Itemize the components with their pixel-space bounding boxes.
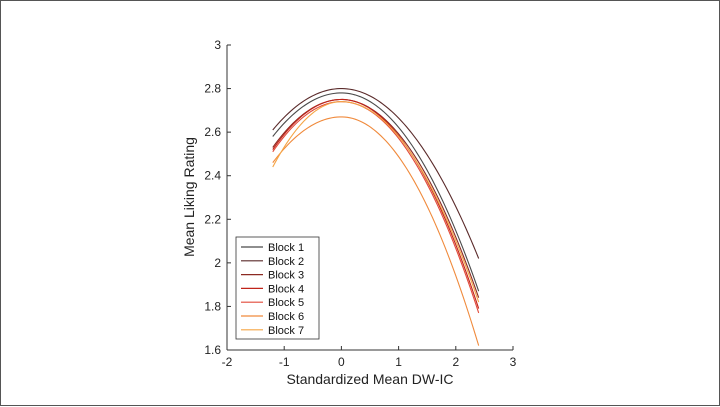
y-tick-label: 2.6 [204, 125, 221, 139]
y-tick-label: 2.8 [204, 82, 221, 96]
y-tick-label: 2 [214, 256, 221, 270]
legend-label: Block 3 [268, 270, 304, 282]
series-line-block-1 [272, 92, 480, 292]
x-tick-label: -2 [222, 355, 233, 369]
series-line-block-4 [272, 98, 480, 309]
axes [226, 45, 513, 351]
curves [272, 88, 480, 346]
x-tick-label: 0 [338, 355, 345, 369]
x-tick-label: 1 [395, 355, 402, 369]
series-line-block-7 [272, 101, 480, 303]
legend-label: Block 6 [268, 311, 304, 323]
x-axis-title: Standardized Mean DW-IC [286, 371, 453, 387]
y-tick-label: 2.2 [204, 212, 221, 226]
legend-label: Block 7 [268, 325, 304, 337]
legend-label: Block 1 [268, 242, 304, 254]
x-tick-label: 2 [452, 355, 459, 369]
y-tick-label: 2.4 [204, 169, 221, 183]
legend-label: Block 2 [268, 256, 304, 268]
y-axis-title: Mean Liking Rating [181, 137, 197, 257]
legend-label: Block 4 [268, 283, 304, 295]
series-line-block-2 [272, 88, 480, 259]
x-tick-label: 3 [510, 355, 517, 369]
series-line-block-6 [272, 116, 480, 346]
legend-label: Block 5 [268, 297, 304, 309]
y-tick-label: 1.6 [204, 343, 221, 357]
x-tick-label: -1 [279, 355, 290, 369]
y-tick-label: 1.8 [204, 299, 221, 313]
y-tick-label: 3 [214, 38, 221, 52]
ticks: -2 -1 0 1 2 3 1.6 1.8 2 2.2 2.4 2.6 2.8 3 [204, 38, 516, 369]
